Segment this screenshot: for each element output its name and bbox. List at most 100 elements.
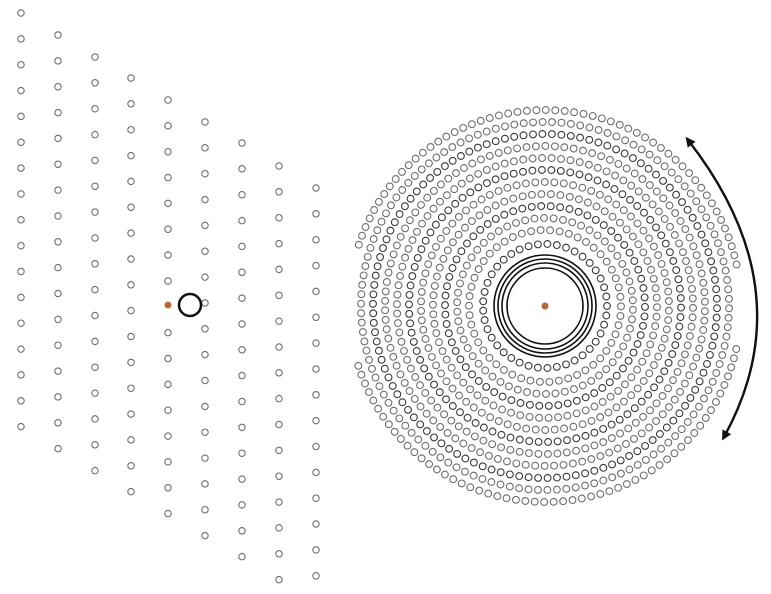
rotated-sample-point: [530, 214, 539, 223]
rotated-sample-point: [419, 278, 428, 287]
rotated-sample-point: [497, 443, 506, 452]
lattice-sample-point: [17, 319, 25, 327]
lattice-sample-point: [127, 306, 135, 315]
lattice-center-marker: [164, 292, 203, 318]
rotated-sample-point: [534, 449, 543, 458]
rotated-sample-point: [627, 181, 636, 190]
rotated-sample-point: [660, 367, 669, 376]
rotated-sample-point: [510, 132, 519, 141]
rotated-sample-point: [550, 461, 559, 470]
rotated-sample-point: [614, 483, 623, 492]
rotated-sample-point: [585, 135, 594, 144]
rotated-sample-point: [386, 259, 395, 268]
rotated-sample-point: [544, 401, 553, 410]
rotated-sample-point: [422, 409, 431, 418]
lattice-ring-marker: [177, 292, 203, 318]
lattice-sample-point: [164, 406, 172, 414]
rotated-sample-point: [517, 374, 526, 383]
rotated-sample-point: [577, 494, 586, 503]
rotated-sample-point: [451, 347, 460, 355]
rotated-sample-point: [416, 420, 425, 429]
rotated-sample-point: [591, 266, 600, 275]
rotated-sample-point: [546, 202, 555, 211]
rotated-sample-point: [484, 489, 493, 498]
rotated-sample-point: [493, 262, 502, 271]
rotated-sample-point: [646, 406, 654, 415]
rotated-sample-point: [649, 274, 658, 283]
rotated-sample-point: [663, 455, 672, 464]
rotated-sample-point: [583, 198, 592, 207]
rotated-sample-point: [401, 421, 410, 430]
lattice-sample-point: [54, 82, 62, 91]
rotated-sample-point: [579, 146, 587, 155]
lattice-center-dot: [164, 301, 172, 309]
rotated-sample-point: [437, 369, 445, 378]
rotated-sample-point: [390, 427, 399, 436]
rotated-sample-point: [466, 385, 475, 394]
rotated-sample-point: [538, 154, 547, 162]
rotated-sample-point: [640, 208, 648, 217]
rotated-sample-point: [634, 240, 643, 249]
rotated-sample-point: [585, 123, 594, 132]
rotated-sample-point: [354, 361, 363, 370]
rotated-sample-point: [559, 497, 568, 506]
rotated-sample-point: [483, 278, 492, 287]
lattice-sample-point: [54, 367, 62, 375]
lattice-sample-point: [238, 475, 246, 483]
lattice-sample-point: [238, 216, 246, 225]
rotated-sample-point: [631, 475, 640, 484]
rotated-sample-point: [494, 148, 503, 157]
rotated-sample-point: [467, 253, 476, 262]
rotated-sample-point: [433, 167, 442, 176]
rotated-sample-point: [509, 157, 518, 166]
rotated-sample-point: [540, 178, 549, 186]
lattice-sample-point: [238, 449, 246, 457]
lattice-sample-point: [238, 423, 246, 432]
rotated-sample-point: [469, 403, 478, 412]
rotated-sample-point: [480, 316, 489, 325]
rotated-sample-point: [392, 361, 401, 370]
rotated-sample-point: [532, 106, 541, 115]
lattice-sample-point: [17, 293, 25, 302]
lattice-sample-point: [91, 363, 99, 371]
rotated-sample-point: [636, 331, 645, 340]
rotated-sample-point: [369, 235, 378, 243]
rotated-sample-point: [467, 444, 476, 453]
rotated-sample-point: [456, 152, 465, 160]
rotated-sample-point: [487, 333, 496, 342]
rotated-sample-point: [577, 221, 586, 230]
rotated-sample-point: [419, 180, 428, 189]
rotated-sample-point: [448, 264, 457, 272]
rotated-sample-point: [467, 217, 476, 226]
lattice-sample-point: [312, 261, 320, 270]
rotated-sample-point: [675, 322, 684, 331]
rotated-sample-point: [616, 469, 625, 478]
rotated-sample-point: [639, 321, 647, 330]
rotated-sample-point: [630, 169, 639, 178]
rotated-sample-point: [405, 300, 413, 309]
lattice-sample-point: [312, 416, 320, 425]
rotated-sample-point: [572, 434, 581, 443]
rotated-sample-point: [488, 440, 497, 449]
lattice-sample-point: [275, 343, 283, 351]
rotated-sample-point: [442, 227, 451, 235]
rotated-sample-point: [454, 230, 463, 239]
rotated-sample-point: [394, 319, 402, 328]
rotated-sample-point: [499, 348, 508, 357]
rotated-sample-point: [662, 423, 671, 432]
rotated-sample-point: [479, 257, 488, 266]
rotated-sample-point: [645, 423, 654, 432]
lattice-sample-point: [201, 402, 209, 411]
rotated-sample-point: [362, 346, 371, 355]
rotated-sample-point: [496, 468, 505, 477]
rotated-sample-point: [546, 226, 555, 235]
lattice-sample-point: [54, 289, 62, 298]
rotated-sample-point: [488, 372, 497, 381]
rotated-sample-point: [585, 345, 594, 353]
rotated-sample-point: [370, 280, 379, 289]
rotated-sample-point: [358, 231, 366, 240]
rotated-sample-point: [417, 200, 425, 209]
lattice-sample-point: [275, 524, 283, 532]
rotated-sample-point: [637, 429, 646, 438]
rotated-sample-point: [668, 350, 677, 359]
